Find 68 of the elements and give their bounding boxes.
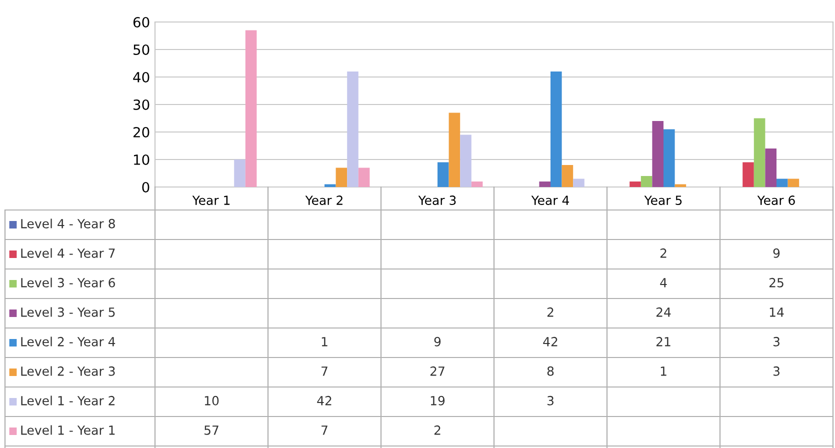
data-label: 3 (773, 336, 780, 346)
bar (347, 72, 358, 187)
y-tick-label: 20 (133, 126, 150, 138)
data-label: 8 (547, 366, 554, 376)
x-tick-label: Year 2 (305, 196, 342, 206)
legend-label: Level 4 - Year 7 (21, 248, 115, 258)
bar (448, 112, 460, 187)
bar (573, 178, 584, 187)
x-tick-label: Year 4 (531, 196, 569, 206)
legend-label: Level 2 - Year 3 (21, 366, 115, 376)
bar (539, 182, 550, 187)
legend-label: Level 1 - Year 1 (21, 425, 115, 435)
data-label: 7 (322, 426, 328, 435)
x-tick-label: Year 5 (644, 196, 682, 206)
y-tick-label: 0 (142, 182, 150, 192)
data-label: 24 (656, 307, 671, 317)
bar (245, 30, 257, 187)
x-tick-label: Year 6 (757, 196, 795, 206)
bar (630, 182, 641, 187)
data-label: 3 (773, 366, 780, 376)
data-label: 42 (543, 336, 558, 346)
data-label: 25 (769, 278, 784, 288)
bar (438, 162, 449, 187)
data-label: 9 (773, 248, 780, 258)
y-tick-label: 50 (134, 44, 150, 55)
y-tick-label: 60 (133, 16, 150, 28)
bar (742, 162, 754, 187)
legend-label: Level 4 - Year 8 (21, 218, 115, 228)
legend-label: Level 3 - Year 5 (21, 307, 115, 317)
bar (324, 184, 336, 187)
data-label: 1 (660, 366, 666, 376)
bar (640, 176, 652, 187)
legend-label: Level 3 - Year 6 (21, 278, 115, 288)
bar (788, 178, 800, 187)
data-label: 14 (770, 308, 784, 317)
bar (776, 178, 788, 187)
data-label: 2 (660, 248, 666, 258)
y-tick-label: 40 (133, 72, 150, 82)
x-tick-label: Year 3 (418, 196, 456, 206)
data-label: 21 (656, 336, 670, 346)
y-tick-label: 30 (134, 99, 150, 110)
bar (765, 148, 776, 187)
bar (550, 72, 562, 187)
data-label: 1 (322, 337, 328, 346)
bar (562, 165, 574, 187)
y-tick-label: 10 (134, 154, 150, 165)
data-label: 2 (434, 425, 440, 435)
bar (358, 168, 370, 187)
data-label: 42 (317, 396, 332, 406)
data-label: 10 (204, 396, 219, 406)
bar (471, 182, 483, 187)
bar (234, 160, 246, 187)
bar (664, 129, 675, 187)
x-tick-label: Year 1 (192, 196, 230, 206)
data-label: 19 (430, 396, 445, 406)
data-label: 2 (547, 307, 554, 317)
bar (460, 134, 472, 187)
bar (652, 121, 664, 187)
data-label: 4 (660, 278, 667, 288)
bar (754, 118, 766, 187)
legend-label: Level 1 - Year 2 (21, 396, 115, 406)
legend-label: Level 2 - Year 4 (21, 336, 116, 346)
data-label: 27 (430, 366, 444, 376)
data-label: 3 (547, 396, 554, 406)
data-label: 9 (434, 336, 441, 346)
data-label: 57 (204, 426, 218, 435)
data-label: 7 (322, 366, 328, 376)
bar (336, 168, 348, 187)
